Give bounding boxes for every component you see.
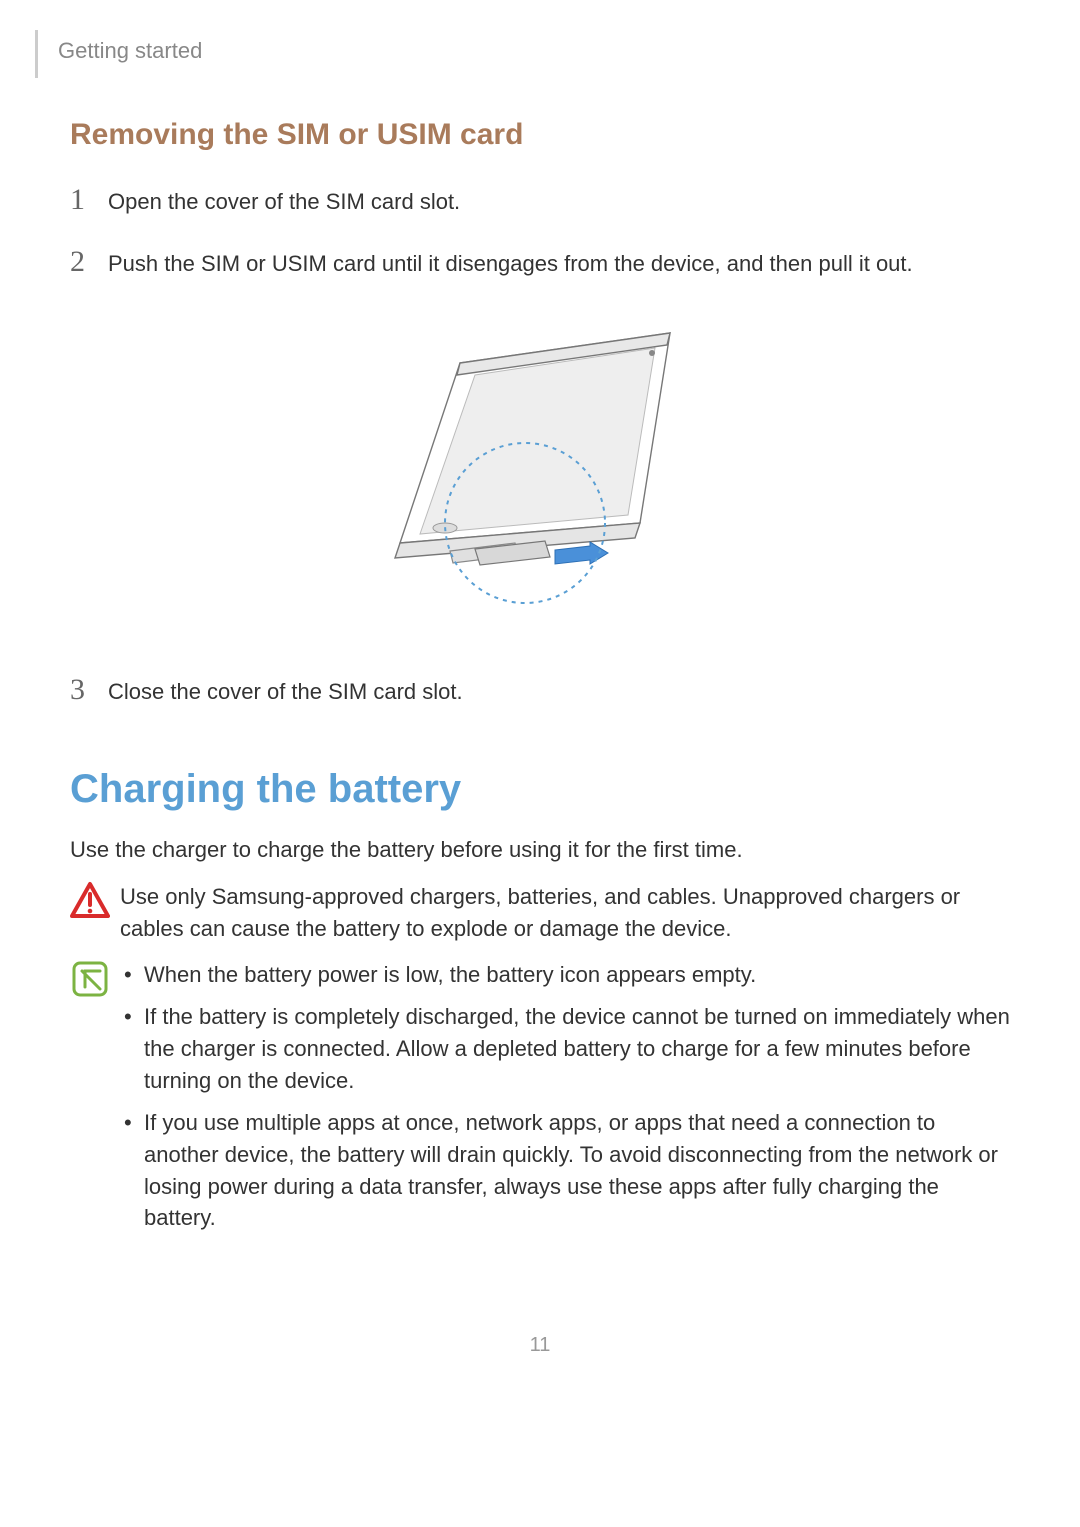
step-2: 2 Push the SIM or USIM card until it dis… [70, 240, 1010, 284]
note-item: If you use multiple apps at once, networ… [120, 1107, 1010, 1235]
sim-removal-illustration [340, 323, 740, 623]
warning-callout: Use only Samsung-approved chargers, batt… [70, 881, 1010, 945]
warning-icon [70, 881, 120, 930]
subsection-title: Removing the SIM or USIM card [70, 118, 1010, 152]
section-title: Charging the battery [70, 767, 1010, 812]
breadcrumb: Getting started [58, 30, 1010, 78]
note-body: When the battery power is low, the batte… [120, 959, 1010, 1244]
page-number: 11 [70, 1334, 1010, 1357]
step-list-continued: 3 Close the cover of the SIM card slot. [70, 668, 1010, 712]
device-figure [70, 323, 1010, 628]
note-item: When the battery power is low, the batte… [120, 959, 1010, 991]
page-container: Getting started Removing the SIM or USIM… [0, 0, 1080, 1417]
step-text: Push the SIM or USIM card until it disen… [108, 248, 1010, 280]
intro-paragraph: Use the charger to charge the battery be… [70, 834, 1010, 866]
note-list: When the battery power is low, the batte… [120, 959, 1010, 1234]
note-callout: When the battery power is low, the batte… [70, 959, 1010, 1244]
step-3: 3 Close the cover of the SIM card slot. [70, 668, 1010, 712]
step-text: Open the cover of the SIM card slot. [108, 186, 1010, 218]
step-1: 1 Open the cover of the SIM card slot. [70, 178, 1010, 222]
step-number: 2 [70, 240, 108, 284]
step-number: 3 [70, 668, 108, 712]
note-icon [70, 959, 120, 1008]
step-number: 1 [70, 178, 108, 222]
note-item: If the battery is completely discharged,… [120, 1001, 1010, 1097]
header-bar: Getting started [35, 30, 1010, 78]
warning-text: Use only Samsung-approved chargers, batt… [120, 881, 1010, 945]
step-text: Close the cover of the SIM card slot. [108, 676, 1010, 708]
step-list: 1 Open the cover of the SIM card slot. 2… [70, 178, 1010, 283]
